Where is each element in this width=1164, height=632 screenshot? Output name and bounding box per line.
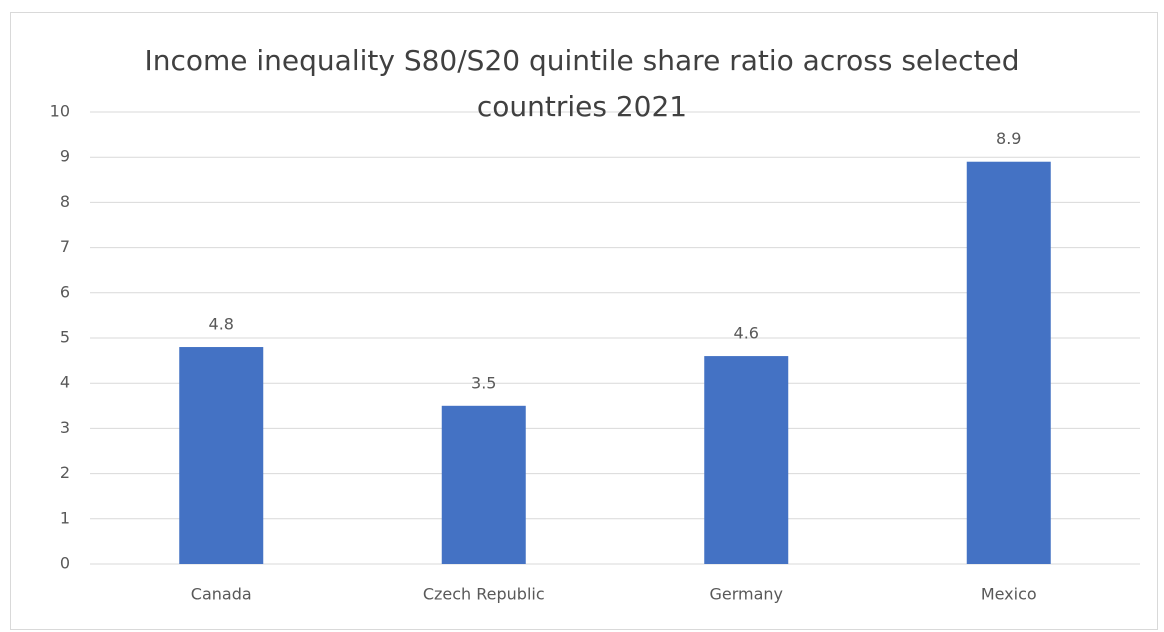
y-tick-label: 6 [60,282,70,301]
chart-border [10,12,1158,630]
data-label: 3.5 [471,373,496,392]
y-tick-label: 2 [60,463,70,482]
y-tick-label: 3 [60,418,70,437]
x-tick-label: Mexico [981,585,1037,604]
bar [966,161,1051,564]
data-label: 4.6 [734,324,759,343]
x-tick-label: Germany [709,585,783,604]
bar [179,347,264,564]
chart-title: Income inequality S80/S20 quintile share… [144,44,1020,123]
y-tick-label: 10 [50,102,70,121]
y-tick-label: 0 [60,554,70,573]
y-tick-label: 9 [60,147,70,166]
y-tick-label: 8 [60,192,70,211]
bar [441,405,526,564]
y-tick-label: 5 [60,328,70,347]
x-tick-label: Czech Republic [423,585,545,604]
bar [704,356,789,564]
y-tick-label: 1 [60,508,70,527]
data-label: 8.9 [996,129,1021,148]
x-tick-label: Canada [191,585,252,604]
data-label: 4.8 [209,315,234,334]
y-tick-label: 4 [60,373,70,392]
y-tick-label: 7 [60,237,70,256]
